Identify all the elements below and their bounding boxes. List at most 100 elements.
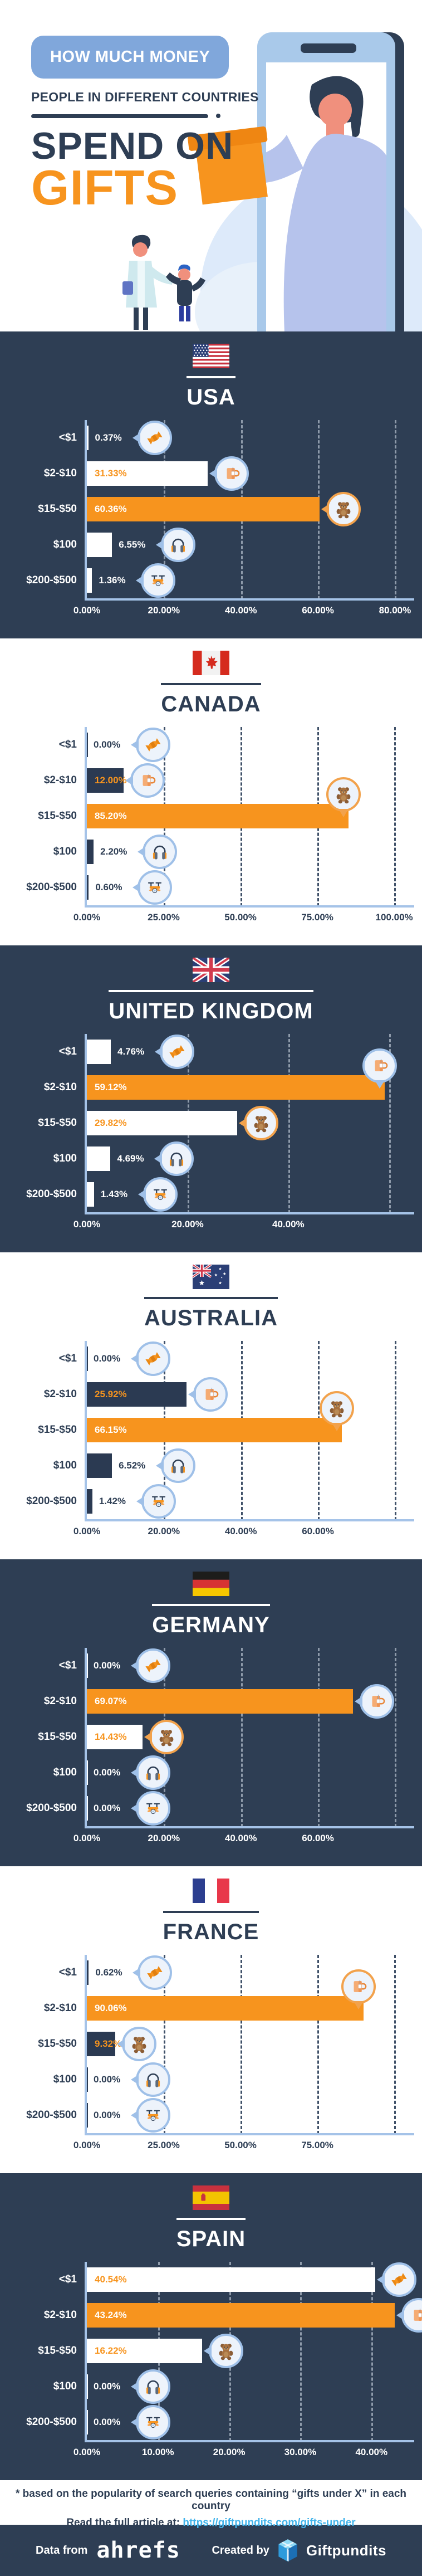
headphones-bubble: [156, 528, 196, 562]
x-tick: 20.00%: [148, 1833, 180, 1843]
candy-icon: [144, 735, 163, 754]
headphones-icon: [150, 842, 169, 861]
gridline: [300, 2262, 302, 2441]
candy-icon: [144, 1656, 163, 1675]
chart-row: $2-$10 59.12%: [8, 1048, 414, 1105]
bar-value: 0.62%: [95, 1967, 122, 1978]
row-label: $15-$50: [38, 2038, 77, 2050]
country-title: CANADA: [161, 683, 261, 717]
bubble-pointer: [156, 540, 164, 550]
y-axis-line: [85, 2262, 87, 2442]
bar-value: 1.43%: [100, 1189, 128, 1199]
section-spain: SPAIN <$1 40.54% $2-$10 43.24% $15-$50 16.22% $…: [0, 2173, 422, 2480]
mug-bubble: [362, 1048, 397, 1089]
bubble-pointer: [131, 740, 139, 750]
bar: [87, 1760, 88, 1785]
candy-bubble: [133, 1955, 173, 1990]
bubble-pointer: [209, 469, 217, 479]
gridline: [395, 1341, 397, 1520]
gridline: [317, 1955, 320, 2134]
chart-row: $15-$50 85.20%: [8, 777, 414, 834]
drone-bubble: [131, 2098, 170, 2133]
teddy-bear-bubble: [326, 777, 361, 817]
woman-figure: [122, 235, 174, 330]
row-plot: 0.00%: [87, 2097, 414, 2133]
bubble-pointer: [396, 2310, 404, 2320]
bubble-pointer: [131, 2075, 139, 2085]
chart-rows: <$1 0.62% $2-$10 90.06% $15-$50 9.32% $100 0.00…: [8, 1955, 414, 2133]
mug-bubble: [396, 2298, 422, 2333]
chart-row: $100 0.00%: [8, 2369, 414, 2404]
child-figure: [166, 264, 205, 321]
x-axis-ticks: 0.00% 20.00% 40.00% 60.00%: [73, 1833, 414, 1848]
bar: [87, 2339, 203, 2363]
gridline: [389, 1034, 391, 1213]
bar-value: 85.20%: [95, 811, 127, 821]
row-plot: 6.55%: [87, 527, 414, 563]
footnote-band: * based on the popularity of search quer…: [0, 2480, 422, 2529]
chart-row: $100 6.55%: [8, 527, 414, 563]
mug-icon: [222, 464, 241, 483]
ahrefs-logo: ahrefs: [96, 2538, 180, 2563]
teddy-bear-icon: [334, 785, 353, 804]
bar-chart-us: <$1 0.37% $2-$10 31.33% $15-$50 60.36% $100 6.5…: [8, 420, 414, 622]
drone-icon: [145, 878, 164, 897]
teddy-bear-icon: [130, 2035, 149, 2053]
y-axis-line: [85, 420, 87, 601]
us-flag-icon: [193, 344, 229, 368]
chart-row: <$1 4.76%: [8, 1034, 414, 1070]
chart-row: <$1 0.62%: [8, 1955, 414, 1990]
x-tick: 10.00%: [141, 2447, 174, 2457]
bar: [87, 768, 124, 793]
drone-icon: [144, 2106, 163, 2125]
country-title: GERMANY: [152, 1604, 270, 1638]
bar: [87, 1653, 88, 1678]
footer: Data from ahrefs Created by Giftpundits: [0, 2525, 422, 2576]
row-label: $100: [53, 1767, 77, 1778]
gridline: [395, 420, 397, 599]
row-plot: 59.12%: [87, 1048, 414, 1105]
row-plot: 66.15%: [87, 1391, 414, 1448]
chart-row: $200-$500 1.43%: [8, 1177, 414, 1212]
chart-row: $15-$50 66.15%: [8, 1391, 414, 1448]
row-label: $200-$500: [26, 2416, 77, 2428]
article-link[interactable]: https://giftpundits.com/gifts-under: [183, 2517, 356, 2529]
bubble-pointer: [204, 2346, 212, 2356]
bar: [87, 1111, 237, 1135]
x-axis-ticks: 0.00% 20.00% 40.00% 60.00%: [73, 1526, 414, 1541]
bubble-pointer: [131, 2110, 139, 2120]
bar-value: 1.42%: [99, 1496, 126, 1506]
chart-row: $200-$500 0.00%: [8, 2404, 414, 2440]
bubble-pointer: [338, 809, 349, 817]
row-label: $200-$500: [26, 1188, 77, 1200]
uk-flag-icon: [193, 958, 229, 982]
row-label: $15-$50: [38, 2345, 77, 2357]
gift-box: [188, 126, 268, 205]
bubble-pointer: [188, 1389, 197, 1399]
mug-bubble: [354, 1684, 394, 1719]
row-plot: 90.06%: [87, 1969, 414, 2026]
bubble-pointer: [144, 1732, 152, 1742]
teddy-bear-bubble: [319, 1391, 354, 1431]
y-axis-line: [85, 727, 87, 908]
bar-value: 0.00%: [94, 739, 121, 750]
chart-row: <$1 0.00%: [8, 1648, 414, 1684]
bar: [87, 875, 89, 900]
x-tick: 75.00%: [301, 2140, 333, 2150]
bar-chart-es: <$1 40.54% $2-$10 43.24% $15-$50 16.22% $100 0.…: [8, 2262, 422, 2463]
row-label: <$1: [58, 1353, 77, 1364]
headphones-bubble: [131, 1755, 170, 1790]
country-sections: USA <$1 0.37% $2-$10 31.33% $15-$50 60.36% $100…: [0, 331, 422, 2480]
bubble-pointer: [132, 433, 140, 443]
candy-icon: [145, 1963, 164, 1982]
x-tick: 75.00%: [301, 912, 333, 923]
bar: [87, 1453, 112, 1478]
bar-chart-uk: <$1 4.76% $2-$10 59.12% $15-$50 29.82% $100 4.6…: [8, 1034, 414, 1236]
country-title: SPAIN: [176, 2218, 246, 2252]
bar-value: 0.00%: [94, 1767, 121, 1778]
bar-value: 4.69%: [117, 1153, 144, 1164]
fr-flag-icon: [193, 1879, 229, 1903]
row-label: $2-$10: [43, 774, 77, 786]
x-tick: 60.00%: [302, 1833, 334, 1843]
x-tick: 40.00%: [355, 2447, 388, 2457]
